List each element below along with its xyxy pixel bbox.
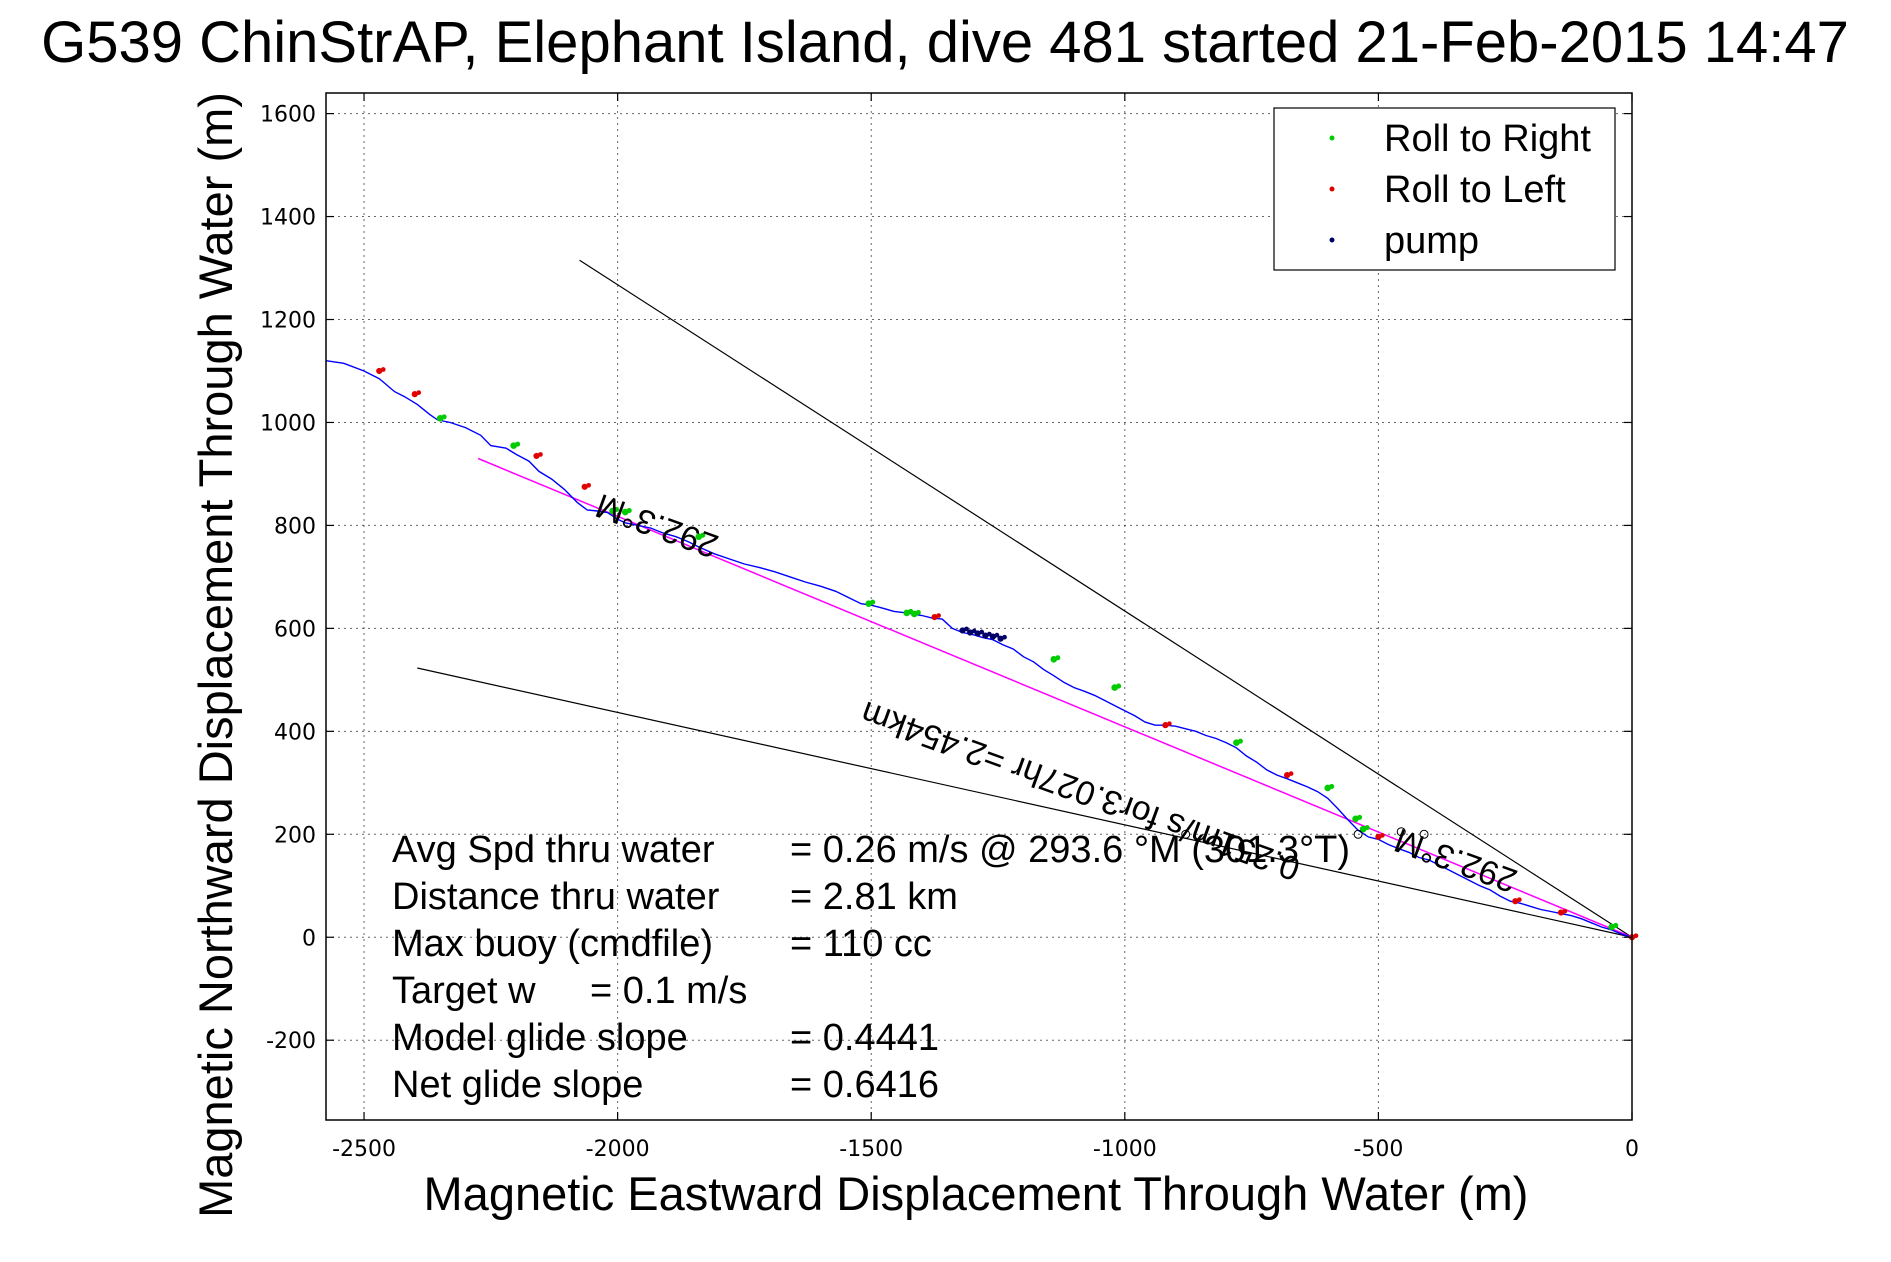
roll-left-point [1167, 721, 1172, 726]
roll-left-point [936, 613, 941, 618]
bound-line [579, 259, 1633, 938]
legend-marker [1329, 135, 1335, 141]
roll-right-point [870, 599, 876, 605]
roll-left-point [1380, 833, 1385, 838]
roll-left-point [586, 482, 592, 488]
stats-label: Avg Spd thru water [392, 829, 715, 871]
legend-label: Roll to Left [1384, 169, 1566, 211]
y-tick-label: 600 [274, 617, 316, 642]
y-tick-label: 800 [274, 514, 316, 539]
pump-point [994, 632, 1000, 638]
stats-value: = 0.4441 [790, 1017, 939, 1059]
x-axis-label: Magnetic Eastward Displacement Through W… [424, 1167, 1529, 1220]
roll-left-point [380, 367, 386, 372]
x-axis-ticks: -2500 -2000 -1500 -1000 -500 0 [332, 93, 1639, 1162]
roll-right-point [1116, 683, 1122, 689]
x-tick-label: 0 [1625, 1137, 1639, 1162]
grid-lines [326, 93, 1633, 1120]
roll-left-point [416, 390, 422, 395]
stats-label: Distance thru water [392, 876, 720, 918]
chart-title: G539 ChinStrAP, Elephant Island, dive 48… [41, 10, 1849, 75]
roll-left-point [538, 452, 543, 457]
stats-value: = 2.81 km [790, 876, 958, 918]
legend-label: Roll to Right [1384, 118, 1591, 160]
y-axis-label: Magnetic Northward Displacement Through … [189, 92, 242, 1218]
roll-right-point [1237, 738, 1243, 744]
y-tick-label: 1400 [260, 206, 316, 231]
y-tick-label: 400 [274, 720, 316, 745]
roll-right-point [1329, 783, 1335, 789]
y-tick-label: -200 [266, 1029, 316, 1054]
fit-line [477, 457, 1633, 938]
y-tick-label: 1200 [260, 309, 316, 334]
legend-marker [1329, 186, 1335, 192]
roll-right-point [1613, 922, 1619, 928]
legend: Roll to Right Roll to Left pump [1273, 107, 1616, 271]
x-tick-label: -500 [1353, 1137, 1403, 1162]
y-tick-label: 1600 [260, 103, 316, 128]
stats-label: Max buoy (cmdfile) [392, 923, 713, 965]
bound-line [417, 667, 1633, 938]
x-tick-label: -2500 [332, 1137, 396, 1162]
waypoint-marker [1353, 829, 1363, 839]
waypoint-marker [1181, 829, 1191, 839]
axes-frame [325, 92, 1633, 1121]
stats-block: Avg Spd thru water = 0.26 m/s @ 293.6 °M … [392, 829, 1350, 1106]
roll-left-point [1633, 933, 1639, 939]
roll-left-point [1288, 771, 1294, 776]
pump-point [964, 626, 969, 632]
heading-annotation: 292.3°M [591, 486, 723, 565]
roll-right-point [626, 508, 632, 514]
roll-right-point [1055, 655, 1061, 661]
roll-right-point [1364, 825, 1370, 831]
stats-value: = 0.1 m/s [590, 970, 747, 1012]
stats-value: = 0.6416 [790, 1064, 939, 1106]
roll-right-point [515, 441, 521, 447]
legend-marker [1329, 237, 1335, 243]
x-tick-label: -2000 [586, 1137, 650, 1162]
waypoint-marker [1419, 829, 1429, 839]
dive-track-line [325, 360, 1633, 938]
roll-left-point [1562, 908, 1568, 914]
y-axis-ticks: -200 0 200 400 600 800 1000 1200 1400 1600 [260, 103, 1632, 1054]
stats-value: = 110 cc [790, 923, 932, 965]
roll-right-point [700, 532, 706, 538]
y-tick-label: 1000 [260, 411, 316, 436]
roll-right-point [1357, 814, 1363, 820]
x-tick-label: -1500 [839, 1137, 903, 1162]
legend-label: pump [1384, 220, 1479, 262]
roll-right-point [614, 506, 620, 513]
pump-point [1002, 634, 1007, 640]
stats-label: Target w [392, 970, 536, 1012]
pump-point [979, 629, 985, 635]
y-tick-label: 0 [302, 926, 316, 951]
stats-label: Net glide slope [392, 1064, 643, 1106]
stats-value: = 0.26 m/s @ 293.6 °M (301.3°T) [790, 829, 1350, 871]
x-tick-label: -1000 [1093, 1137, 1157, 1162]
roll-right-point [441, 414, 447, 420]
stats-label: Model glide slope [392, 1017, 688, 1059]
waypoint-marker [1396, 827, 1406, 837]
roll-left-point [1517, 897, 1522, 903]
y-tick-label: 200 [274, 823, 316, 848]
roll-right-point [915, 609, 921, 615]
